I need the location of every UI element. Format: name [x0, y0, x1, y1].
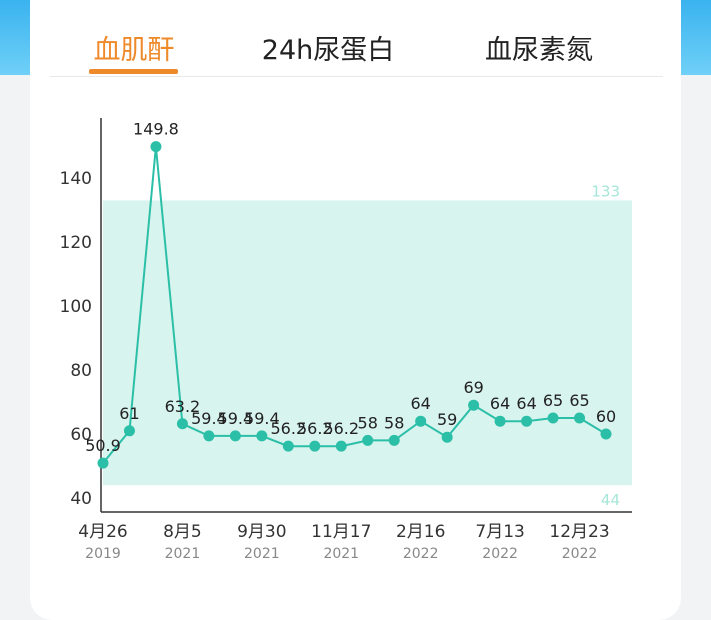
reference-band-high-label: 133 — [591, 182, 620, 200]
data-label: 69 — [463, 378, 483, 397]
y-tick-label: 60 — [70, 425, 92, 445]
data-label: 56.2 — [323, 419, 359, 438]
data-label: 61 — [119, 404, 139, 423]
data-point — [600, 428, 612, 440]
data-point — [547, 412, 559, 424]
x-tick-label: 9月30 — [237, 522, 286, 542]
x-tick-label: 7月13 — [475, 522, 524, 542]
data-point — [468, 399, 480, 411]
data-point — [494, 415, 506, 427]
data-label: 58 — [358, 413, 378, 432]
data-point — [335, 440, 347, 452]
data-label: 59 — [437, 410, 457, 429]
data-point — [521, 415, 533, 427]
x-tick-label: 8月5 — [163, 522, 202, 542]
data-label: 149.8 — [133, 120, 179, 139]
y-tick-label: 140 — [60, 169, 92, 189]
x-tick-year-label: 2022 — [403, 546, 439, 562]
x-tick-year-label: 2022 — [562, 546, 598, 562]
data-label: 65 — [543, 391, 563, 410]
x-tick-label: 4月26 — [78, 522, 127, 542]
data-label: 56.2 — [297, 419, 333, 438]
data-label: 59.4 — [218, 409, 254, 428]
y-tick-label: 100 — [60, 297, 92, 317]
y-tick-label: 80 — [70, 361, 92, 381]
data-point — [574, 412, 586, 424]
data-point — [309, 440, 321, 452]
tab-divider — [50, 76, 663, 77]
y-tick-label: 40 — [70, 489, 92, 509]
data-point — [415, 415, 427, 427]
data-point — [229, 430, 241, 442]
data-label: 64 — [411, 394, 431, 413]
data-label: 59.4 — [191, 409, 227, 428]
creatinine-line-chart: 133 44 40 60 80 100 120 140 4月26 2019 8月5 2021 9月30 2… — [60, 118, 632, 562]
x-tick-year-label: 2022 — [482, 546, 518, 562]
x-tick-label: 12月23 — [549, 522, 609, 542]
x-tick-label: 11月17 — [311, 522, 371, 542]
data-label: 60 — [596, 407, 616, 426]
data-point — [123, 425, 135, 437]
x-tick-year-label: 2021 — [244, 546, 280, 562]
tab-blood-urea-nitrogen[interactable]: 血尿素氮 — [485, 35, 593, 66]
data-label: 64 — [516, 394, 536, 413]
data-label: 50.9 — [85, 436, 121, 455]
x-tick-year-label: 2019 — [85, 546, 121, 562]
x-tick-label: 2月16 — [396, 522, 445, 542]
data-point — [282, 440, 294, 452]
data-label: 64 — [490, 394, 510, 413]
data-label: 58 — [384, 413, 404, 432]
x-tick-year-label: 2021 — [165, 546, 201, 562]
data-label: 56.2 — [271, 419, 307, 438]
data-label: 59.4 — [244, 409, 280, 428]
data-label: 63.2 — [165, 397, 201, 416]
x-tick-year-label: 2021 — [323, 546, 359, 562]
data-point — [150, 141, 162, 153]
tab-serum-creatinine[interactable]: 血肌酐 — [93, 35, 175, 66]
data-point — [362, 434, 374, 446]
tab-24h-urine-protein[interactable]: 24h尿蛋白 — [261, 35, 395, 66]
data-point — [203, 430, 215, 442]
data-point — [388, 434, 400, 446]
y-tick-label: 120 — [60, 233, 92, 253]
data-point — [176, 418, 188, 430]
reference-band-low-label: 44 — [601, 491, 620, 509]
data-label: 65 — [569, 391, 589, 410]
data-point — [441, 431, 453, 443]
metric-tabs: 血肌酐 24h尿蛋白 血尿素氮 — [50, 20, 663, 76]
active-tab-indicator — [89, 69, 178, 74]
data-point — [97, 457, 109, 469]
data-point — [256, 430, 268, 442]
